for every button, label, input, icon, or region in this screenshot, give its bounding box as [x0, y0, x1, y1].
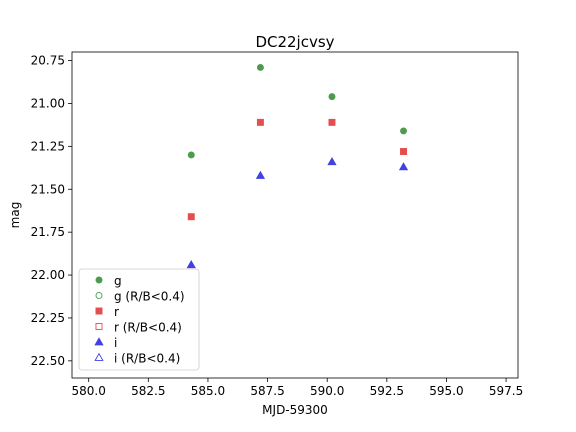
data-point-g [187, 151, 195, 159]
legend-marker [95, 307, 103, 315]
legend-label: i [114, 336, 117, 350]
legend-marker [95, 292, 103, 299]
y-tick-label: 20.75 [31, 54, 65, 68]
y-tick-label: 21.75 [31, 225, 65, 239]
chart-title: DC22jcvsy [255, 33, 334, 51]
x-tick-label: 587.5 [250, 384, 284, 398]
legend-marker [95, 323, 103, 330]
y-axis-label: mag [8, 202, 22, 229]
data-point-g [400, 127, 407, 135]
y-tick-label: 21.25 [31, 139, 65, 153]
legend-label: g [114, 274, 122, 288]
y-tick-label: 22.25 [31, 311, 65, 325]
data-point-r [256, 118, 264, 126]
legend-label: r [114, 305, 119, 319]
legend-label: g (R/B<0.4) [114, 290, 185, 304]
legend-label: r (R/B<0.4) [114, 321, 182, 335]
x-tick-label: 585.0 [191, 384, 225, 398]
legend-marker [94, 352, 104, 361]
data-points [186, 63, 409, 269]
y-tick-label: 21.50 [31, 182, 65, 196]
y-tick-label: 22.50 [31, 354, 65, 368]
y-axis-ticks: 20.75 21.00 21.25 21.50 21.75 22.00 22.25 22.50 [31, 54, 72, 368]
data-point-i [186, 260, 196, 269]
data-point-i [327, 157, 337, 166]
x-axis-ticks: 580.0 582.5 585.0 587.5 590.0 592.5 595.0 597.5 [72, 378, 523, 398]
legend-marker [94, 337, 104, 346]
data-point-i [255, 170, 266, 179]
x-tick-label: 590.0 [310, 384, 344, 398]
data-point-r [187, 213, 195, 221]
x-tick-label: 595.0 [429, 384, 463, 398]
legend-marker [95, 276, 103, 284]
y-tick-label: 21.00 [31, 96, 65, 110]
data-point-i [398, 162, 409, 171]
data-point-g [256, 63, 264, 71]
y-tick-label: 22.00 [31, 268, 65, 282]
data-point-r [400, 148, 407, 155]
plot-area-frame [71, 51, 519, 379]
legend: g g (R/B<0.4)r r (R/B<0.4)i i (R/B<0.4) [78, 268, 200, 371]
data-point-g [328, 93, 336, 101]
x-tick-label: 592.5 [370, 384, 404, 398]
x-tick-label: 597.5 [489, 384, 523, 398]
legend-label: i (R/B<0.4) [114, 352, 180, 366]
legend-box [78, 268, 200, 371]
x-tick-label: 580.0 [72, 384, 106, 398]
data-point-r [328, 118, 336, 126]
x-axis-label: MJD-59300 [262, 403, 328, 417]
x-tick-label: 582.5 [131, 384, 165, 398]
